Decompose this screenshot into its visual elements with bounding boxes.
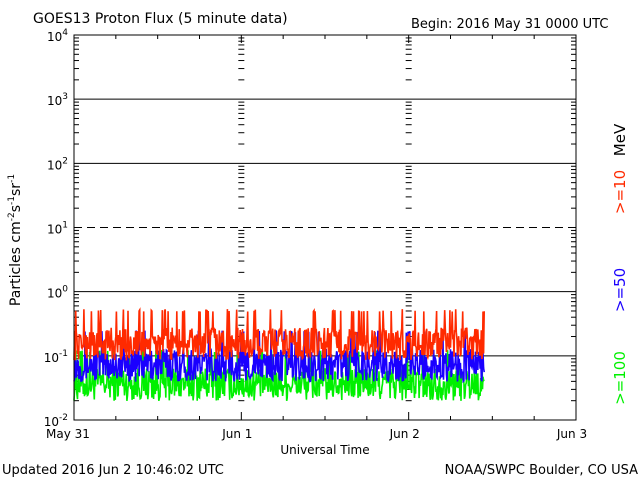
legend-item: >=50: [611, 268, 629, 312]
credit: NOAA/SWPC Boulder, CO USA: [445, 463, 638, 478]
chart-title: GOES13 Proton Flux (5 minute data): [33, 11, 288, 27]
x-tick-label: Jun 3: [556, 427, 587, 441]
series-line-ge10: [73, 307, 485, 361]
y-tick-label: 103: [47, 92, 68, 108]
x-tick-label: May 31: [46, 427, 90, 441]
series-layer: [73, 307, 485, 402]
y-tick-label: 101: [47, 221, 68, 237]
x-tick-label: Jun 1: [221, 427, 252, 441]
x-tick-label: Jun 2: [389, 427, 420, 441]
begin-time: Begin: 2016 May 31 0000 UTC: [411, 17, 608, 32]
legend-item: >=100: [611, 351, 629, 405]
legend-unit: MeV: [611, 123, 629, 156]
x-tick-labels: May 31 Jun 1 Jun 2 Jun 3: [46, 427, 587, 441]
y-axis-title: Particles cm-2s-1sr-1: [7, 174, 24, 306]
y-tick-label: 100: [47, 285, 68, 301]
y-tick-label: 104: [47, 28, 68, 44]
series-line-ge50: [73, 330, 485, 384]
updated-time: Updated 2016 Jun 2 10:46:02 UTC: [2, 463, 224, 478]
legend: >=10 >=50 >=100: [611, 170, 629, 405]
y-tick-labels: 10-2 10-1 100 101 102 103 104: [44, 28, 69, 429]
y-tick-label: 10-2: [44, 413, 68, 429]
y-tick-label: 10-1: [44, 349, 68, 365]
y-tick-label: 102: [47, 156, 68, 172]
x-axis-title: Universal Time: [280, 443, 369, 457]
plot-frame: [73, 34, 577, 421]
legend-item: >=10: [611, 170, 629, 214]
